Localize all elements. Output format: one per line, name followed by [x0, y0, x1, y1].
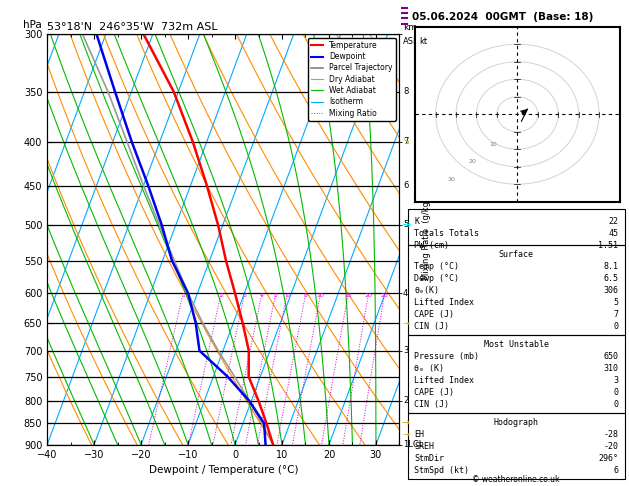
Text: K: K: [414, 217, 419, 226]
Text: PW (cm): PW (cm): [414, 242, 449, 250]
Text: 0: 0: [613, 399, 618, 409]
Text: Lifted Index: Lifted Index: [414, 376, 474, 384]
Text: 5: 5: [274, 293, 277, 298]
Text: 10: 10: [317, 293, 325, 298]
Text: Lifted Index: Lifted Index: [414, 298, 474, 307]
Text: 6: 6: [613, 466, 618, 474]
Text: Pressure (mb): Pressure (mb): [414, 352, 479, 361]
Text: 3: 3: [243, 293, 247, 298]
Text: 7: 7: [613, 310, 618, 319]
Text: Totals Totals: Totals Totals: [414, 229, 479, 238]
Text: 05.06.2024  00GMT  (Base: 18): 05.06.2024 00GMT (Base: 18): [412, 12, 593, 22]
Text: 310: 310: [603, 364, 618, 373]
Legend: Temperature, Dewpoint, Parcel Trajectory, Dry Adiabat, Wet Adiabat, Isotherm, Mi: Temperature, Dewpoint, Parcel Trajectory…: [308, 38, 396, 121]
Text: SREH: SREH: [414, 442, 434, 451]
Text: 2: 2: [219, 293, 223, 298]
Text: 6: 6: [286, 293, 289, 298]
Text: -20: -20: [603, 442, 618, 451]
Text: Mixing Ratio  (g/kg): Mixing Ratio (g/kg): [422, 198, 431, 280]
Text: 8.1: 8.1: [603, 262, 618, 271]
Text: 296°: 296°: [598, 453, 618, 463]
Text: 22: 22: [608, 217, 618, 226]
Text: Surface: Surface: [499, 250, 533, 259]
Text: 10: 10: [489, 142, 497, 147]
Text: 1.51: 1.51: [598, 242, 618, 250]
Text: 0: 0: [613, 388, 618, 397]
Text: 6: 6: [403, 181, 408, 190]
X-axis label: Dewpoint / Temperature (°C): Dewpoint / Temperature (°C): [148, 465, 298, 475]
Text: ↘: ↘: [402, 137, 409, 147]
Text: 1: 1: [181, 293, 185, 298]
Text: StmSpd (kt): StmSpd (kt): [414, 466, 469, 474]
Bar: [408, 413, 625, 479]
Text: ASL: ASL: [403, 36, 418, 46]
Text: 25: 25: [381, 293, 389, 298]
Bar: [408, 209, 625, 245]
Text: θₑ (K): θₑ (K): [414, 364, 444, 373]
Text: 2: 2: [403, 396, 408, 405]
Text: 5: 5: [403, 221, 408, 229]
Text: 7: 7: [403, 137, 408, 146]
Text: θₑ(K): θₑ(K): [414, 286, 439, 295]
Bar: [408, 335, 625, 413]
Text: 306: 306: [603, 286, 618, 295]
Text: 1LCL: 1LCL: [403, 440, 423, 449]
Text: 45: 45: [608, 229, 618, 238]
Text: →: →: [401, 220, 410, 230]
Text: CIN (J): CIN (J): [414, 322, 449, 330]
Text: Temp (°C): Temp (°C): [414, 262, 459, 271]
Text: 4: 4: [403, 289, 408, 297]
Text: 0: 0: [613, 322, 618, 330]
Text: EH: EH: [414, 430, 424, 438]
Text: CIN (J): CIN (J): [414, 399, 449, 409]
Text: 3: 3: [403, 346, 408, 355]
Text: 53°18'N  246°35'W  732m ASL: 53°18'N 246°35'W 732m ASL: [47, 22, 218, 32]
Text: km: km: [403, 22, 417, 32]
Text: 20: 20: [365, 293, 372, 298]
Text: StmDir: StmDir: [414, 453, 444, 463]
Text: 15: 15: [345, 293, 352, 298]
Text: 3: 3: [613, 376, 618, 384]
Text: 8: 8: [304, 293, 308, 298]
Text: Hodograph: Hodograph: [494, 417, 538, 427]
Text: 8: 8: [403, 87, 408, 96]
Text: hPa: hPa: [23, 20, 42, 30]
Text: 20: 20: [469, 159, 476, 164]
Text: Most Unstable: Most Unstable: [484, 340, 548, 348]
Text: -28: -28: [603, 430, 618, 438]
Text: 5: 5: [613, 298, 618, 307]
Text: →: →: [402, 430, 409, 439]
Text: →: →: [402, 318, 409, 328]
Text: 30: 30: [448, 177, 456, 182]
Text: © weatheronline.co.uk: © weatheronline.co.uk: [472, 474, 560, 484]
Bar: [408, 245, 625, 335]
Text: Dewp (°C): Dewp (°C): [414, 274, 459, 283]
Text: 650: 650: [603, 352, 618, 361]
Text: CAPE (J): CAPE (J): [414, 388, 454, 397]
Text: kt: kt: [420, 37, 427, 46]
Text: →: →: [402, 418, 409, 428]
Text: 4: 4: [260, 293, 264, 298]
Text: 6.5: 6.5: [603, 274, 618, 283]
Text: CAPE (J): CAPE (J): [414, 310, 454, 319]
